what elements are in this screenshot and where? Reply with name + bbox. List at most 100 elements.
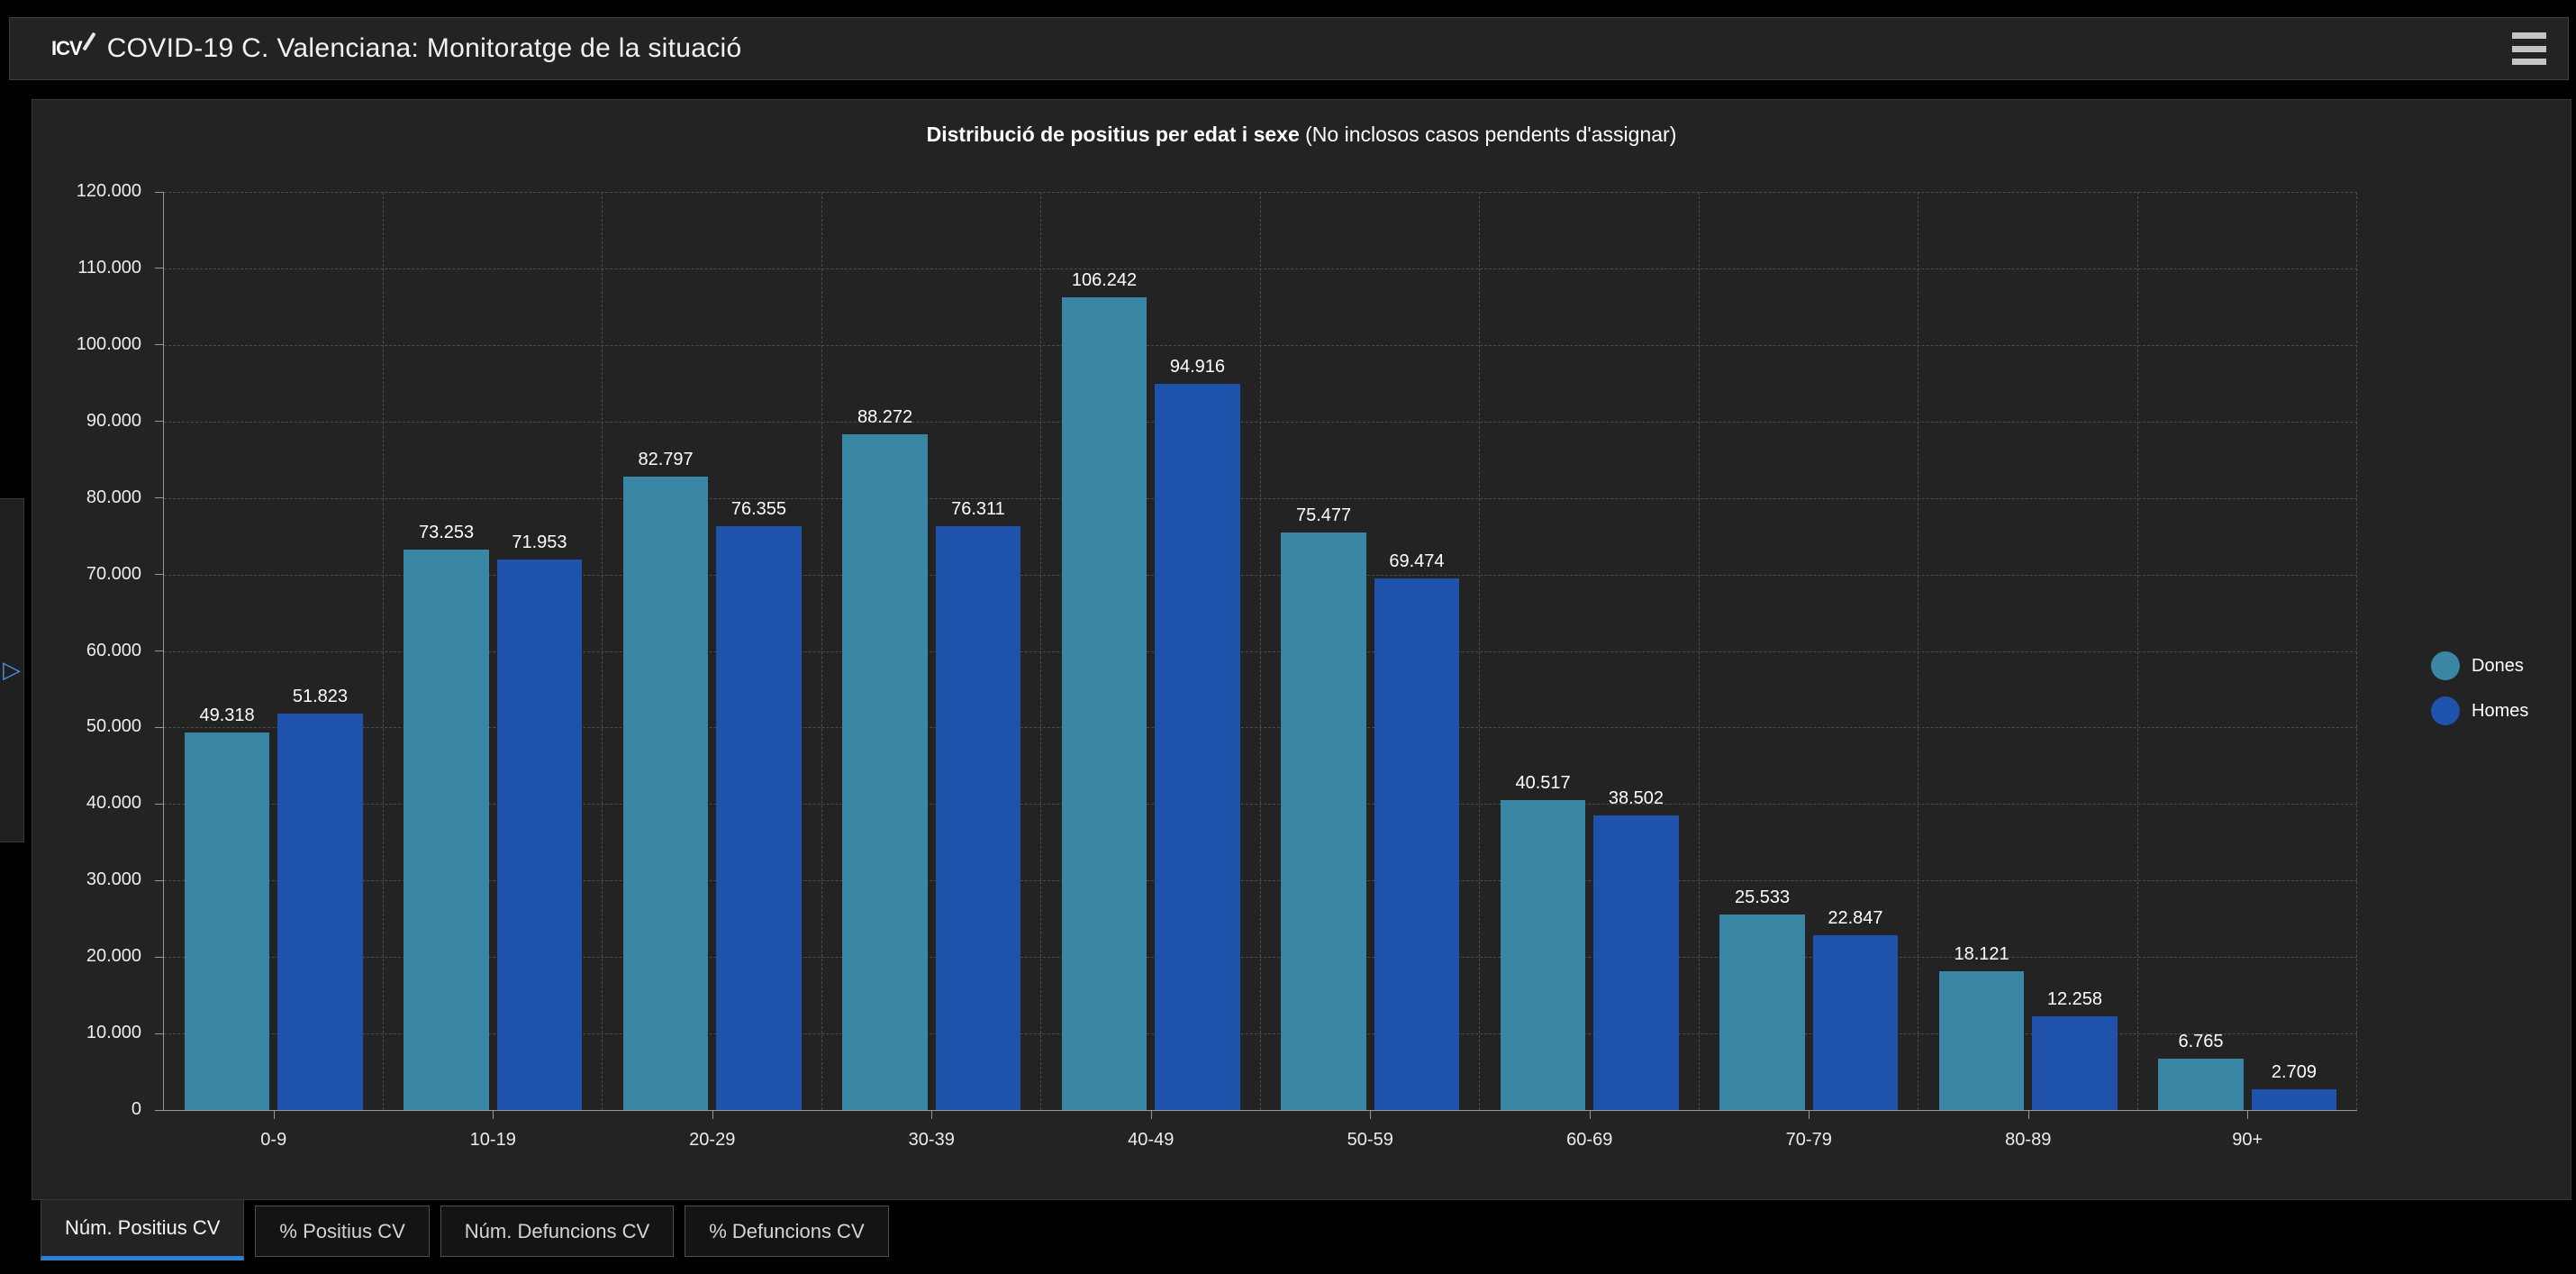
x-axis-label: 30-39 [908,1130,955,1150]
bar-dones[interactable]: 6.765 [2158,1032,2244,1110]
bar-dones[interactable]: 25.533 [1719,887,1805,1110]
x-axis-tick [2027,1110,2029,1119]
x-axis-tick [1589,1110,1591,1119]
bar-value-label: 73.253 [418,522,475,542]
gridline-horizontal [164,497,2357,499]
main-panel: Distribució de positius per edat i sexe … [32,99,2571,1200]
x-axis-label: 80-89 [2005,1130,2052,1150]
bar-dones[interactable]: 106.242 [1061,270,1147,1110]
bar-homes[interactable]: 22.847 [1812,908,1899,1110]
bar-dones[interactable]: 73.253 [404,523,489,1110]
bar-homes[interactable]: 2.709 [2251,1062,2337,1110]
bar-value-label: 12.258 [2046,988,2103,1009]
bar-pair: 88.272 76.311 [842,192,1021,1110]
hamburger-icon [2512,59,2546,65]
y-axis-label: 90.000 [86,410,141,431]
x-axis-label: 20-29 [689,1130,736,1150]
gridline-vertical [1259,192,1261,1110]
y-axis-tick [155,497,164,499]
gridline-vertical [1698,192,1700,1110]
y-axis-label: 70.000 [86,563,141,584]
bar-value-label: 51.823 [292,686,349,706]
bar-homes[interactable]: 69.474 [1374,551,1460,1110]
bar-homes[interactable]: 94.916 [1155,357,1240,1110]
bar-homes[interactable]: 71.953 [496,532,583,1110]
x-axis-tick [712,1110,713,1119]
tab-n-m-defuncions-cv[interactable]: Núm. Defuncions CV [440,1206,675,1257]
tab-defuncions-cv[interactable]: % Defuncions CV [685,1206,889,1257]
chart-title-note: (No inclosos casos pendents d'assignar) [1299,123,1677,146]
bar-homes[interactable]: 12.258 [2032,989,2118,1110]
gridline-horizontal [164,421,2357,423]
legend-label: Homes [2472,700,2529,721]
bar-group: 6.765 2.709 90+ [2138,192,2358,1150]
menu-button[interactable] [2512,32,2548,65]
y-axis-label: 30.000 [86,869,141,890]
bar-pair: 18.121 12.258 [1938,192,2118,1110]
bar-group: 49.318 51.823 0-9 [164,192,384,1150]
x-axis-label: 40-49 [1128,1130,1175,1150]
bar-pair: 25.533 22.847 [1719,192,1899,1110]
bar-dones[interactable]: 82.797 [622,450,709,1110]
bar-group: 106.242 94.916 40-49 [1041,192,1261,1150]
bar-pair: 82.797 76.355 [622,192,802,1110]
bar-value-label: 76.311 [951,499,1005,519]
hamburger-icon [2512,32,2546,39]
bar-value-label: 69.474 [1389,551,1445,572]
bar-value-label: 94.916 [1169,357,1226,378]
y-axis-label: 120.000 [76,181,141,201]
y-axis-label: 80.000 [86,487,141,507]
x-axis-tick [273,1110,275,1119]
app-header: ICV COVID-19 C. Valenciana: Monitoratge … [9,17,2569,80]
y-axis-label: 20.000 [86,946,141,967]
x-axis-label: 50-59 [1347,1130,1393,1150]
bar-dones[interactable]: 49.318 [184,705,270,1110]
x-axis-tick [493,1110,494,1119]
legend-swatch-dones [2431,651,2460,680]
tab-positius-cv[interactable]: % Positius CV [255,1206,430,1257]
bar-homes[interactable]: 38.502 [1593,788,1679,1110]
legend-item-dones[interactable]: Dones [2431,651,2528,680]
gridline-horizontal [164,268,2357,269]
bar-value-label: 75.477 [1295,505,1352,526]
bar-dones[interactable]: 75.477 [1281,505,1366,1110]
y-axis-tick [155,1109,164,1111]
y-axis-label: 0 [131,1099,141,1119]
bar-homes[interactable]: 76.311 [935,499,1021,1110]
bar-dones[interactable]: 40.517 [1500,773,1586,1110]
bar-value-label: 71.953 [512,532,567,552]
y-axis-tick [155,1033,164,1034]
bar-group: 40.517 38.502 60-69 [1480,192,1700,1150]
x-axis-label: 60-69 [1566,1130,1613,1150]
bar-dones[interactable]: 88.272 [842,407,928,1110]
tab-n-m-positius-cv[interactable]: Núm. Positius CV [41,1200,245,1260]
bar-homes[interactable]: 51.823 [277,687,363,1110]
expand-panel-button[interactable]: ▷ [3,658,21,681]
y-axis-tick [155,956,164,958]
gridline-horizontal [164,727,2357,729]
chart-legend: Dones Homes [2431,651,2528,725]
x-axis-tick [1370,1110,1372,1119]
bar-value-label: 82.797 [638,449,694,469]
x-axis-tick [931,1110,933,1119]
bar-value-label: 38.502 [1608,788,1664,809]
x-axis-label: 70-79 [1785,1130,1832,1150]
bar-value-label: 40.517 [1515,772,1571,793]
legend-item-homes[interactable]: Homes [2431,696,2528,725]
gridline-horizontal [164,957,2357,959]
bar-pair: 49.318 51.823 [184,192,363,1110]
bar-homes[interactable]: 76.355 [716,499,802,1110]
bar-group: 82.797 76.355 20-29 [603,192,822,1150]
collapsed-side-panel: ▷ [0,498,24,842]
gridline-vertical [382,192,384,1110]
legend-swatch-homes [2431,696,2460,725]
bar-group: 18.121 12.258 80-89 [1918,192,2138,1150]
y-axis-label: 10.000 [86,1023,141,1043]
y-axis-tick [155,726,164,728]
bar-dones[interactable]: 18.121 [1938,944,2025,1110]
bar-pair: 106.242 94.916 [1061,192,1240,1110]
gridline-horizontal [164,804,2357,805]
bar-group: 75.477 69.474 50-59 [1261,192,1481,1150]
gridline-vertical [1479,192,1480,1110]
